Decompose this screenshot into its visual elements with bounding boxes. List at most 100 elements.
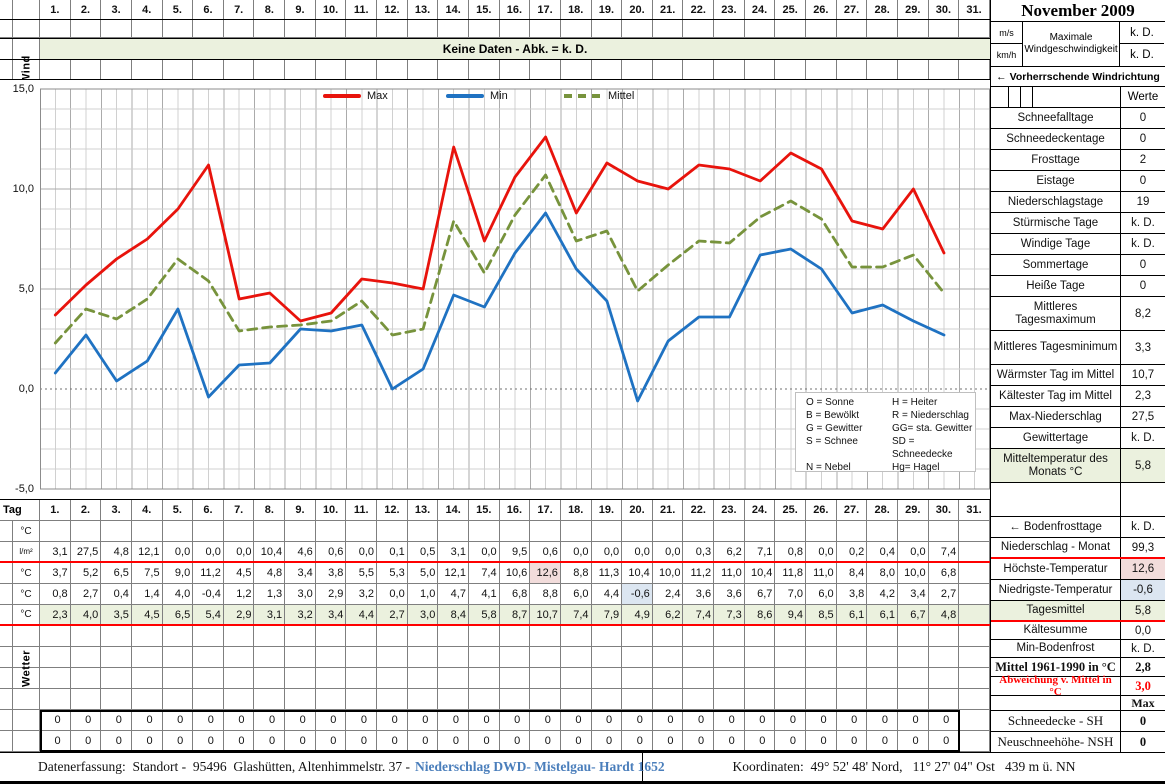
snow-value-cell[interactable]: 0 [837,710,868,730]
snow-value-cell[interactable]: 0 [929,710,960,730]
snow-value-cell[interactable]: 0 [316,710,347,730]
snow-value-cell[interactable]: 0 [469,731,500,751]
precipitation-cell[interactable]: 0,8 [775,542,807,561]
wetter-cell[interactable] [346,626,378,646]
wetter-cell[interactable] [500,668,531,688]
max-temp-cell[interactable]: 11,2 [683,563,715,583]
empty-wind-cell[interactable] [346,60,378,79]
wetter-cell[interactable] [530,668,561,688]
precipitation-cell[interactable]: 0,0 [224,542,255,561]
wetter-cell[interactable] [622,668,653,688]
empty-wind-cell[interactable] [959,60,990,79]
wetter-cell[interactable] [653,647,684,667]
mean-temp-cell[interactable]: 7,4 [560,605,592,624]
stat-value[interactable]: 2,8 [1135,659,1151,674]
day-number-cell[interactable]: 20. [622,500,653,520]
wetter-cell[interactable] [254,689,286,709]
wetter-cell[interactable] [346,647,378,667]
wetter-cell[interactable] [683,668,715,688]
snow-value-cell[interactable]: 0 [40,731,71,751]
snow-value-cell[interactable]: 0 [592,731,623,751]
weather-code-cell[interactable] [898,521,929,541]
empty-wind-cell[interactable] [929,20,960,37]
weather-code-cell[interactable] [775,521,807,541]
day-number-cell[interactable]: 26. [806,0,837,19]
mean-temp-cell[interactable]: 6,1 [836,605,868,624]
min-temp-cell[interactable]: -0,6 [622,584,653,604]
day-number-cell[interactable]: 15. [469,500,500,520]
weather-code-cell[interactable] [714,521,745,541]
day-number-cell[interactable]: 31. [959,0,990,19]
wetter-cell[interactable] [806,668,837,688]
day-number-cell[interactable]: 28. [867,0,898,19]
stat-value[interactable]: 0 [1139,280,1147,292]
snow-value-cell[interactable]: 0 [530,731,561,751]
day-number-cell[interactable]: 9. [285,0,316,19]
day-number-cell[interactable]: 30. [929,0,960,19]
mean-temp-cell[interactable]: 5,4 [193,605,224,624]
wetter-cell[interactable] [469,689,500,709]
wetter-cell[interactable] [193,647,224,667]
day-number-cell[interactable]: 5. [163,0,194,19]
wetter-cell[interactable] [163,626,194,646]
precipitation-cell[interactable]: 10,4 [254,542,286,561]
weather-code-cell[interactable] [592,521,623,541]
precipitation-cell[interactable]: 0,0 [193,542,224,561]
weather-code-cell[interactable] [285,521,316,541]
snow-value-cell[interactable]: 0 [714,731,745,751]
max-temp-cell[interactable]: 7,5 [132,563,163,583]
wetter-cell[interactable] [929,689,960,709]
wetter-cell[interactable] [959,668,990,688]
wetter-cell[interactable] [101,647,132,667]
min-temp-cell[interactable]: 3,2 [346,584,378,604]
mean-temp-cell[interactable]: 4,5 [131,605,163,624]
snow-value-cell[interactable]: 0 [500,731,531,751]
weather-code-cell[interactable] [408,521,439,541]
weather-code-cell[interactable] [377,521,408,541]
mean-temp-cell[interactable]: 7,3 [714,605,745,624]
min-temp-cell[interactable]: 3,0 [285,584,316,604]
precipitation-cell[interactable]: 0,0 [163,542,194,561]
precipitation-cell[interactable]: 0,4 [867,542,898,561]
snow-value-cell[interactable]: 0 [469,710,500,730]
min-temp-cell[interactable]: 4,4 [592,584,623,604]
empty-wind-cell[interactable] [101,20,132,37]
max-temp-cell[interactable]: 4,5 [224,563,255,583]
wetter-cell[interactable] [285,647,316,667]
empty-wind-cell[interactable] [101,60,132,79]
wetter-cell[interactable] [101,626,132,646]
wetter-cell[interactable] [592,689,623,709]
precipitation-cell[interactable]: 7,1 [745,542,776,561]
weather-code-cell[interactable] [132,521,163,541]
empty-wind-cell[interactable] [867,60,898,79]
footer-station-link[interactable]: Niederschlag DWD- Mistelgau- Hardt 1652 [414,759,665,774]
day-number-cell[interactable]: 1. [40,0,71,19]
min-temp-cell[interactable]: 7,0 [775,584,807,604]
wetter-cell[interactable] [775,647,807,667]
wetter-cell[interactable] [898,689,929,709]
wetter-cell[interactable] [898,626,929,646]
snow-value-cell[interactable]: 0 [530,710,561,730]
max-temp-cell[interactable]: 11,2 [193,563,224,583]
precipitation-cell[interactable]: 0,6 [316,542,347,561]
wetter-cell[interactable] [469,668,500,688]
wetter-cell[interactable] [561,647,592,667]
wetter-cell[interactable] [959,647,990,667]
snow-value-cell[interactable]: 0 [622,710,653,730]
empty-wind-cell[interactable] [959,20,990,37]
snow-value-cell[interactable]: 0 [806,731,837,751]
wetter-cell[interactable] [101,668,132,688]
mean-temp-cell[interactable]: 8,5 [806,605,837,624]
precipitation-cell[interactable]: 9,5 [500,542,531,561]
empty-wind-cell[interactable] [408,20,439,37]
stat-value[interactable]: k. D. [1131,238,1155,250]
wetter-cell[interactable] [683,626,715,646]
max-temp-cell[interactable]: 3,7 [40,563,71,583]
weather-code-cell[interactable] [683,521,715,541]
wetter-cell[interactable] [193,626,224,646]
empty-wind-cell[interactable] [285,60,316,79]
max-temp-cell[interactable]: 10,0 [898,563,929,583]
wetter-cell[interactable] [653,689,684,709]
day-number-cell[interactable]: 23. [714,500,745,520]
max-temp-cell[interactable] [959,563,990,583]
